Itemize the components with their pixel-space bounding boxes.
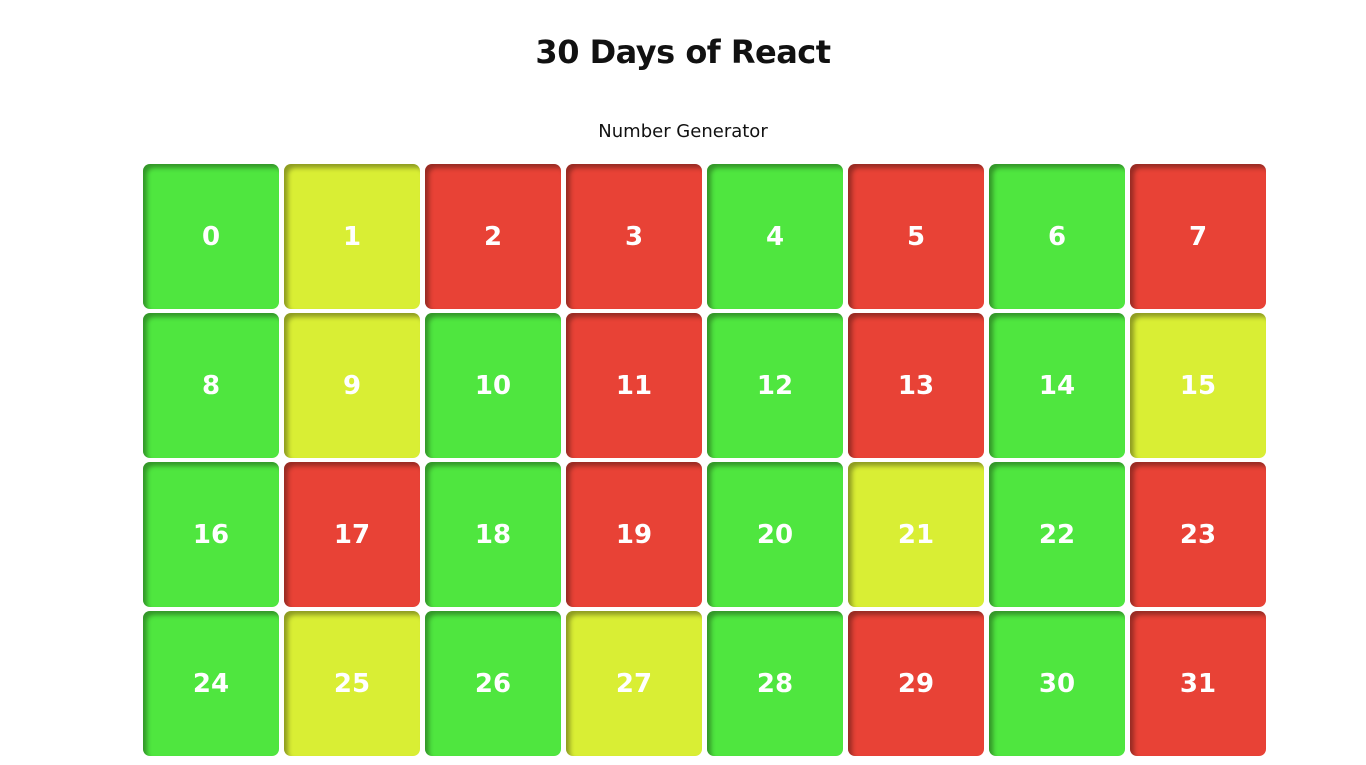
number-cell-even: 24 — [143, 611, 279, 756]
number-cell-prime: 29 — [848, 611, 984, 756]
number-cell-prime: 3 — [566, 164, 702, 309]
number-cell-prime: 5 — [848, 164, 984, 309]
number-cell-even: 16 — [143, 462, 279, 607]
number-cell-prime: 19 — [566, 462, 702, 607]
number-cell-even: 4 — [707, 164, 843, 309]
number-cell-even: 14 — [989, 313, 1125, 458]
number-cell-prime: 2 — [425, 164, 561, 309]
number-cell-even: 10 — [425, 313, 561, 458]
number-cell-even: 0 — [143, 164, 279, 309]
number-cell-odd: 1 — [284, 164, 420, 309]
page-title: 30 Days of React — [535, 33, 831, 71]
number-cell-prime: 11 — [566, 313, 702, 458]
number-cell-odd: 25 — [284, 611, 420, 756]
number-grid: 0 1 2 3 4 5 6 7 8 9 10 11 12 13 14 15 16 17 18 19 20 21 22 23 24… — [143, 164, 1267, 756]
number-cell-even: 12 — [707, 313, 843, 458]
number-cell-even: 22 — [989, 462, 1125, 607]
number-cell-prime: 31 — [1130, 611, 1266, 756]
number-cell-prime: 7 — [1130, 164, 1266, 309]
number-cell-even: 30 — [989, 611, 1125, 756]
number-cell-even: 20 — [707, 462, 843, 607]
number-cell-prime: 17 — [284, 462, 420, 607]
number-cell-odd: 21 — [848, 462, 984, 607]
number-cell-prime: 23 — [1130, 462, 1266, 607]
number-cell-even: 28 — [707, 611, 843, 756]
number-cell-even: 6 — [989, 164, 1125, 309]
number-cell-prime: 13 — [848, 313, 984, 458]
number-cell-odd: 15 — [1130, 313, 1266, 458]
number-cell-even: 26 — [425, 611, 561, 756]
number-cell-odd: 9 — [284, 313, 420, 458]
number-cell-odd: 27 — [566, 611, 702, 756]
page-subtitle: Number Generator — [598, 121, 768, 142]
number-cell-even: 18 — [425, 462, 561, 607]
number-cell-even: 8 — [143, 313, 279, 458]
